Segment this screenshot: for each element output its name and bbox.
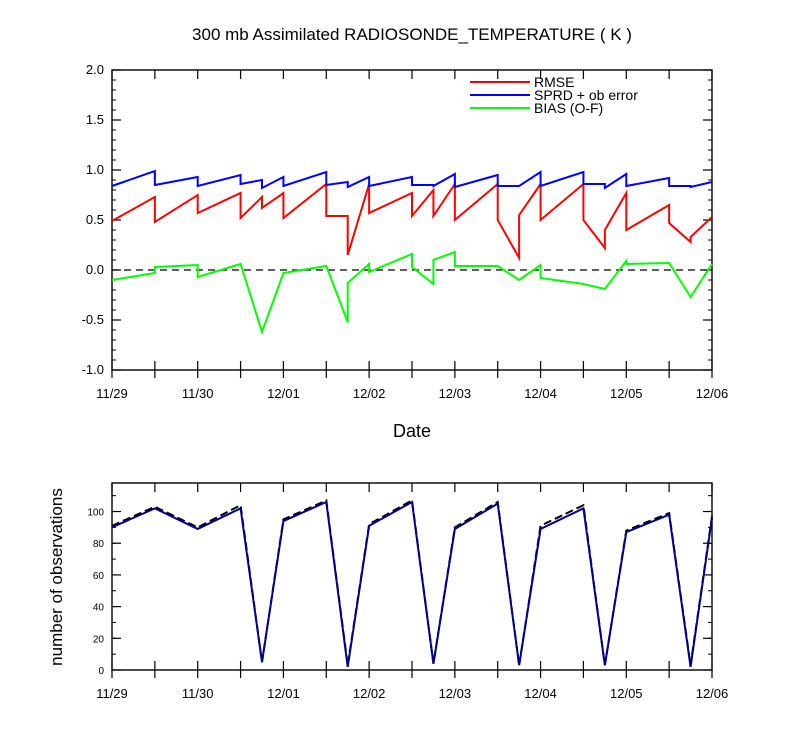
y-tick-label: 80 [93, 539, 105, 550]
series-line-bias-o-f- [111, 250, 713, 336]
y-tick-label: 60 [93, 571, 105, 582]
y-tick-label: 0.5 [86, 212, 104, 227]
x-tick-label: 11/30 [182, 686, 214, 701]
top-plot-area: -1.0 -0.5 0.0 0.5 1.0 1.5 2.0 11/29 11/30 12/01 12… [82, 62, 729, 401]
x-tick-label: 11/30 [182, 386, 214, 401]
y-tick-label: 0.0 [86, 262, 104, 277]
y-tick-label: 100 [87, 508, 104, 519]
y-tick-label: -1.0 [82, 362, 104, 377]
x-tick-label: 12/03 [439, 386, 472, 401]
x-axis-label: Date [393, 421, 431, 441]
x-tick-label: 12/01 [267, 386, 300, 401]
y-tick-label: -0.5 [82, 312, 104, 327]
x-tick-label: 12/04 [524, 386, 557, 401]
series-line-sprd-ob-error [111, 169, 713, 190]
x-tick-label: 12/02 [353, 686, 386, 701]
legend-label: BIAS (O-F) [534, 100, 603, 116]
y-tick-label: 20 [93, 634, 105, 645]
y-tick-label: 40 [93, 603, 105, 614]
y-tick-label: 1.0 [86, 162, 104, 177]
y-tick-label: 0 [98, 666, 104, 677]
x-tick-label: 12/05 [610, 386, 643, 401]
series-line-rmse [111, 180, 713, 262]
series-line-observations-assimilated [111, 500, 713, 667]
x-tick-label: 12/01 [267, 686, 300, 701]
series-line-observations-possible [111, 498, 713, 666]
x-tick-label: 12/03 [439, 686, 472, 701]
chart-title: 300 mb Assimilated RADIOSONDE_TEMPERATUR… [192, 25, 632, 44]
x-tick-label: 12/06 [696, 386, 729, 401]
x-tick-label: 12/05 [610, 686, 643, 701]
x-tick-label: 12/04 [524, 686, 557, 701]
plot-frame [111, 482, 713, 671]
x-tick-label: 12/06 [696, 686, 729, 701]
plot-frame [111, 69, 713, 371]
y-axis-label-observations: number of observations [47, 488, 66, 666]
bottom-plot-area: 0 20 40 60 80 100 11/29 11/30 12/01 12/02 12/03 12/… [87, 482, 729, 701]
x-tick-label: 11/29 [96, 686, 128, 701]
y-tick-label: 1.5 [86, 112, 104, 127]
legend-label: RMSE [534, 74, 574, 90]
x-tick-label: 11/29 [96, 386, 128, 401]
legend-label: SPRD + ob error [534, 87, 638, 103]
x-tick-label: 12/02 [353, 386, 386, 401]
y-tick-label: 2.0 [86, 62, 104, 77]
